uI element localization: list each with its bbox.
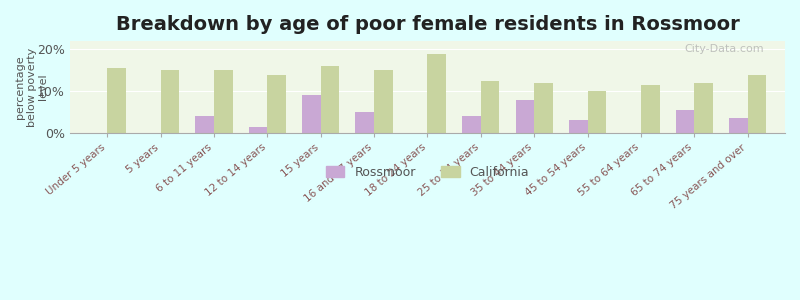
Bar bbox=[694, 83, 713, 133]
Bar bbox=[641, 85, 659, 133]
Y-axis label: percentage
below poverty
level: percentage below poverty level bbox=[15, 47, 48, 127]
Bar bbox=[161, 70, 179, 133]
Text: City-Data.com: City-Data.com bbox=[684, 44, 763, 54]
Bar bbox=[214, 70, 233, 133]
Bar bbox=[302, 95, 321, 133]
Bar bbox=[569, 121, 587, 133]
Title: Breakdown by age of poor female residents in Rossmoor: Breakdown by age of poor female resident… bbox=[115, 15, 739, 34]
Bar bbox=[515, 100, 534, 133]
Bar bbox=[355, 112, 374, 133]
Bar bbox=[729, 118, 748, 133]
Bar bbox=[107, 68, 126, 133]
Bar bbox=[249, 127, 267, 133]
Bar bbox=[321, 66, 339, 133]
Bar bbox=[481, 81, 499, 133]
Bar bbox=[427, 54, 446, 133]
Bar bbox=[267, 74, 286, 133]
Bar bbox=[675, 110, 694, 133]
Legend: Rossmoor, California: Rossmoor, California bbox=[321, 161, 534, 184]
Bar bbox=[462, 116, 481, 133]
Bar bbox=[534, 83, 553, 133]
Bar bbox=[195, 116, 214, 133]
Bar bbox=[748, 74, 766, 133]
Bar bbox=[587, 91, 606, 133]
Bar bbox=[374, 70, 393, 133]
